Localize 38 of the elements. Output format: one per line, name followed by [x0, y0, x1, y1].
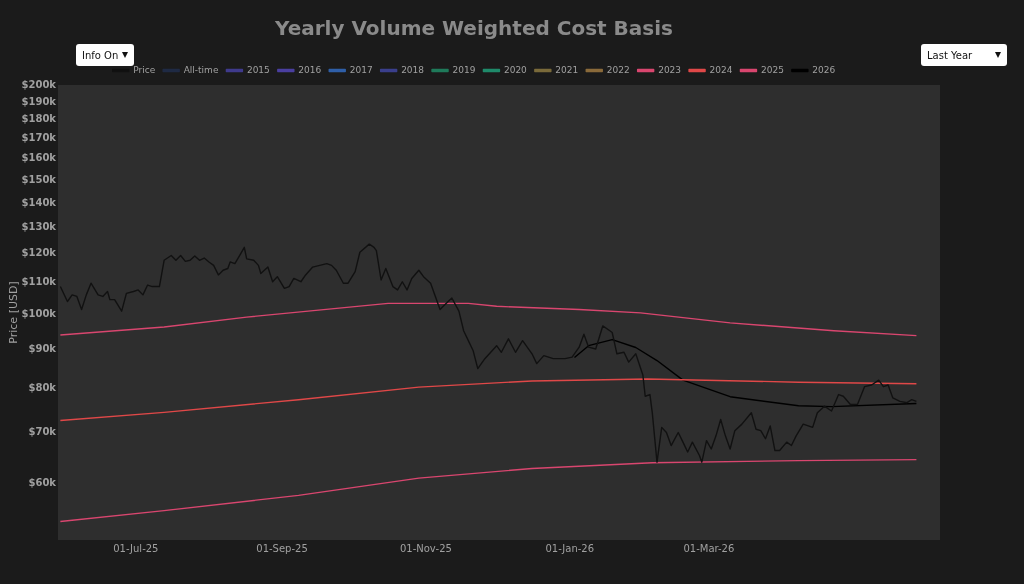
y-tick-label: $180k: [21, 113, 57, 125]
y-tick-label: $150k: [21, 173, 57, 185]
legend-label: 2019: [452, 64, 476, 75]
y-tick-label: $160k: [21, 152, 57, 164]
x-tick-label: 01-Jul-25: [113, 542, 159, 554]
x-tick-label: 01-Mar-26: [683, 542, 735, 554]
legend-label: Price: [133, 64, 156, 75]
y-tick-label: $170k: [21, 132, 57, 144]
y-tick-label: $70k: [28, 425, 57, 437]
legend-label: 2024: [709, 64, 733, 75]
legend-label: 2018: [401, 64, 425, 75]
x-tick-label: 01-Sep-25: [256, 542, 308, 554]
y-axis-title: Price [USD]: [7, 281, 21, 344]
legend-label: 2023: [658, 64, 682, 75]
legend-label: 2015: [246, 64, 270, 75]
y-tick-label: $100k: [21, 307, 57, 319]
y-tick-label: $200k: [21, 78, 57, 90]
legend-label: 2020: [503, 64, 528, 75]
y-tick-label: $130k: [21, 221, 57, 232]
dropdown: Info On: [76, 44, 134, 66]
legend-label: 2021: [555, 64, 579, 75]
y-tick-label: $140k: [21, 196, 57, 208]
legend-label: 2017: [349, 64, 373, 75]
legend-label: All-time: [183, 64, 219, 75]
y-tick-label: $90k: [28, 342, 57, 354]
legend-label: 2026: [812, 64, 836, 75]
legend-label: 2025: [760, 64, 784, 75]
x-tick-label: 01-Jan-26: [545, 542, 595, 554]
legend-label: 2016: [298, 64, 322, 75]
y-tick-label: $60k: [28, 476, 57, 488]
y-tick-label: $110k: [21, 276, 57, 288]
chart-title: Yearly Volume Weighted Cost Basis: [274, 16, 673, 41]
legend-label: 2022: [606, 64, 630, 75]
y-tick-label: $120k: [21, 247, 57, 259]
x-tick-label: 01-Nov-25: [399, 542, 452, 554]
dropdown: Last Year: [921, 44, 1007, 66]
y-tick-label: $80k: [28, 381, 57, 393]
y-tick-label: $190k: [21, 95, 57, 107]
